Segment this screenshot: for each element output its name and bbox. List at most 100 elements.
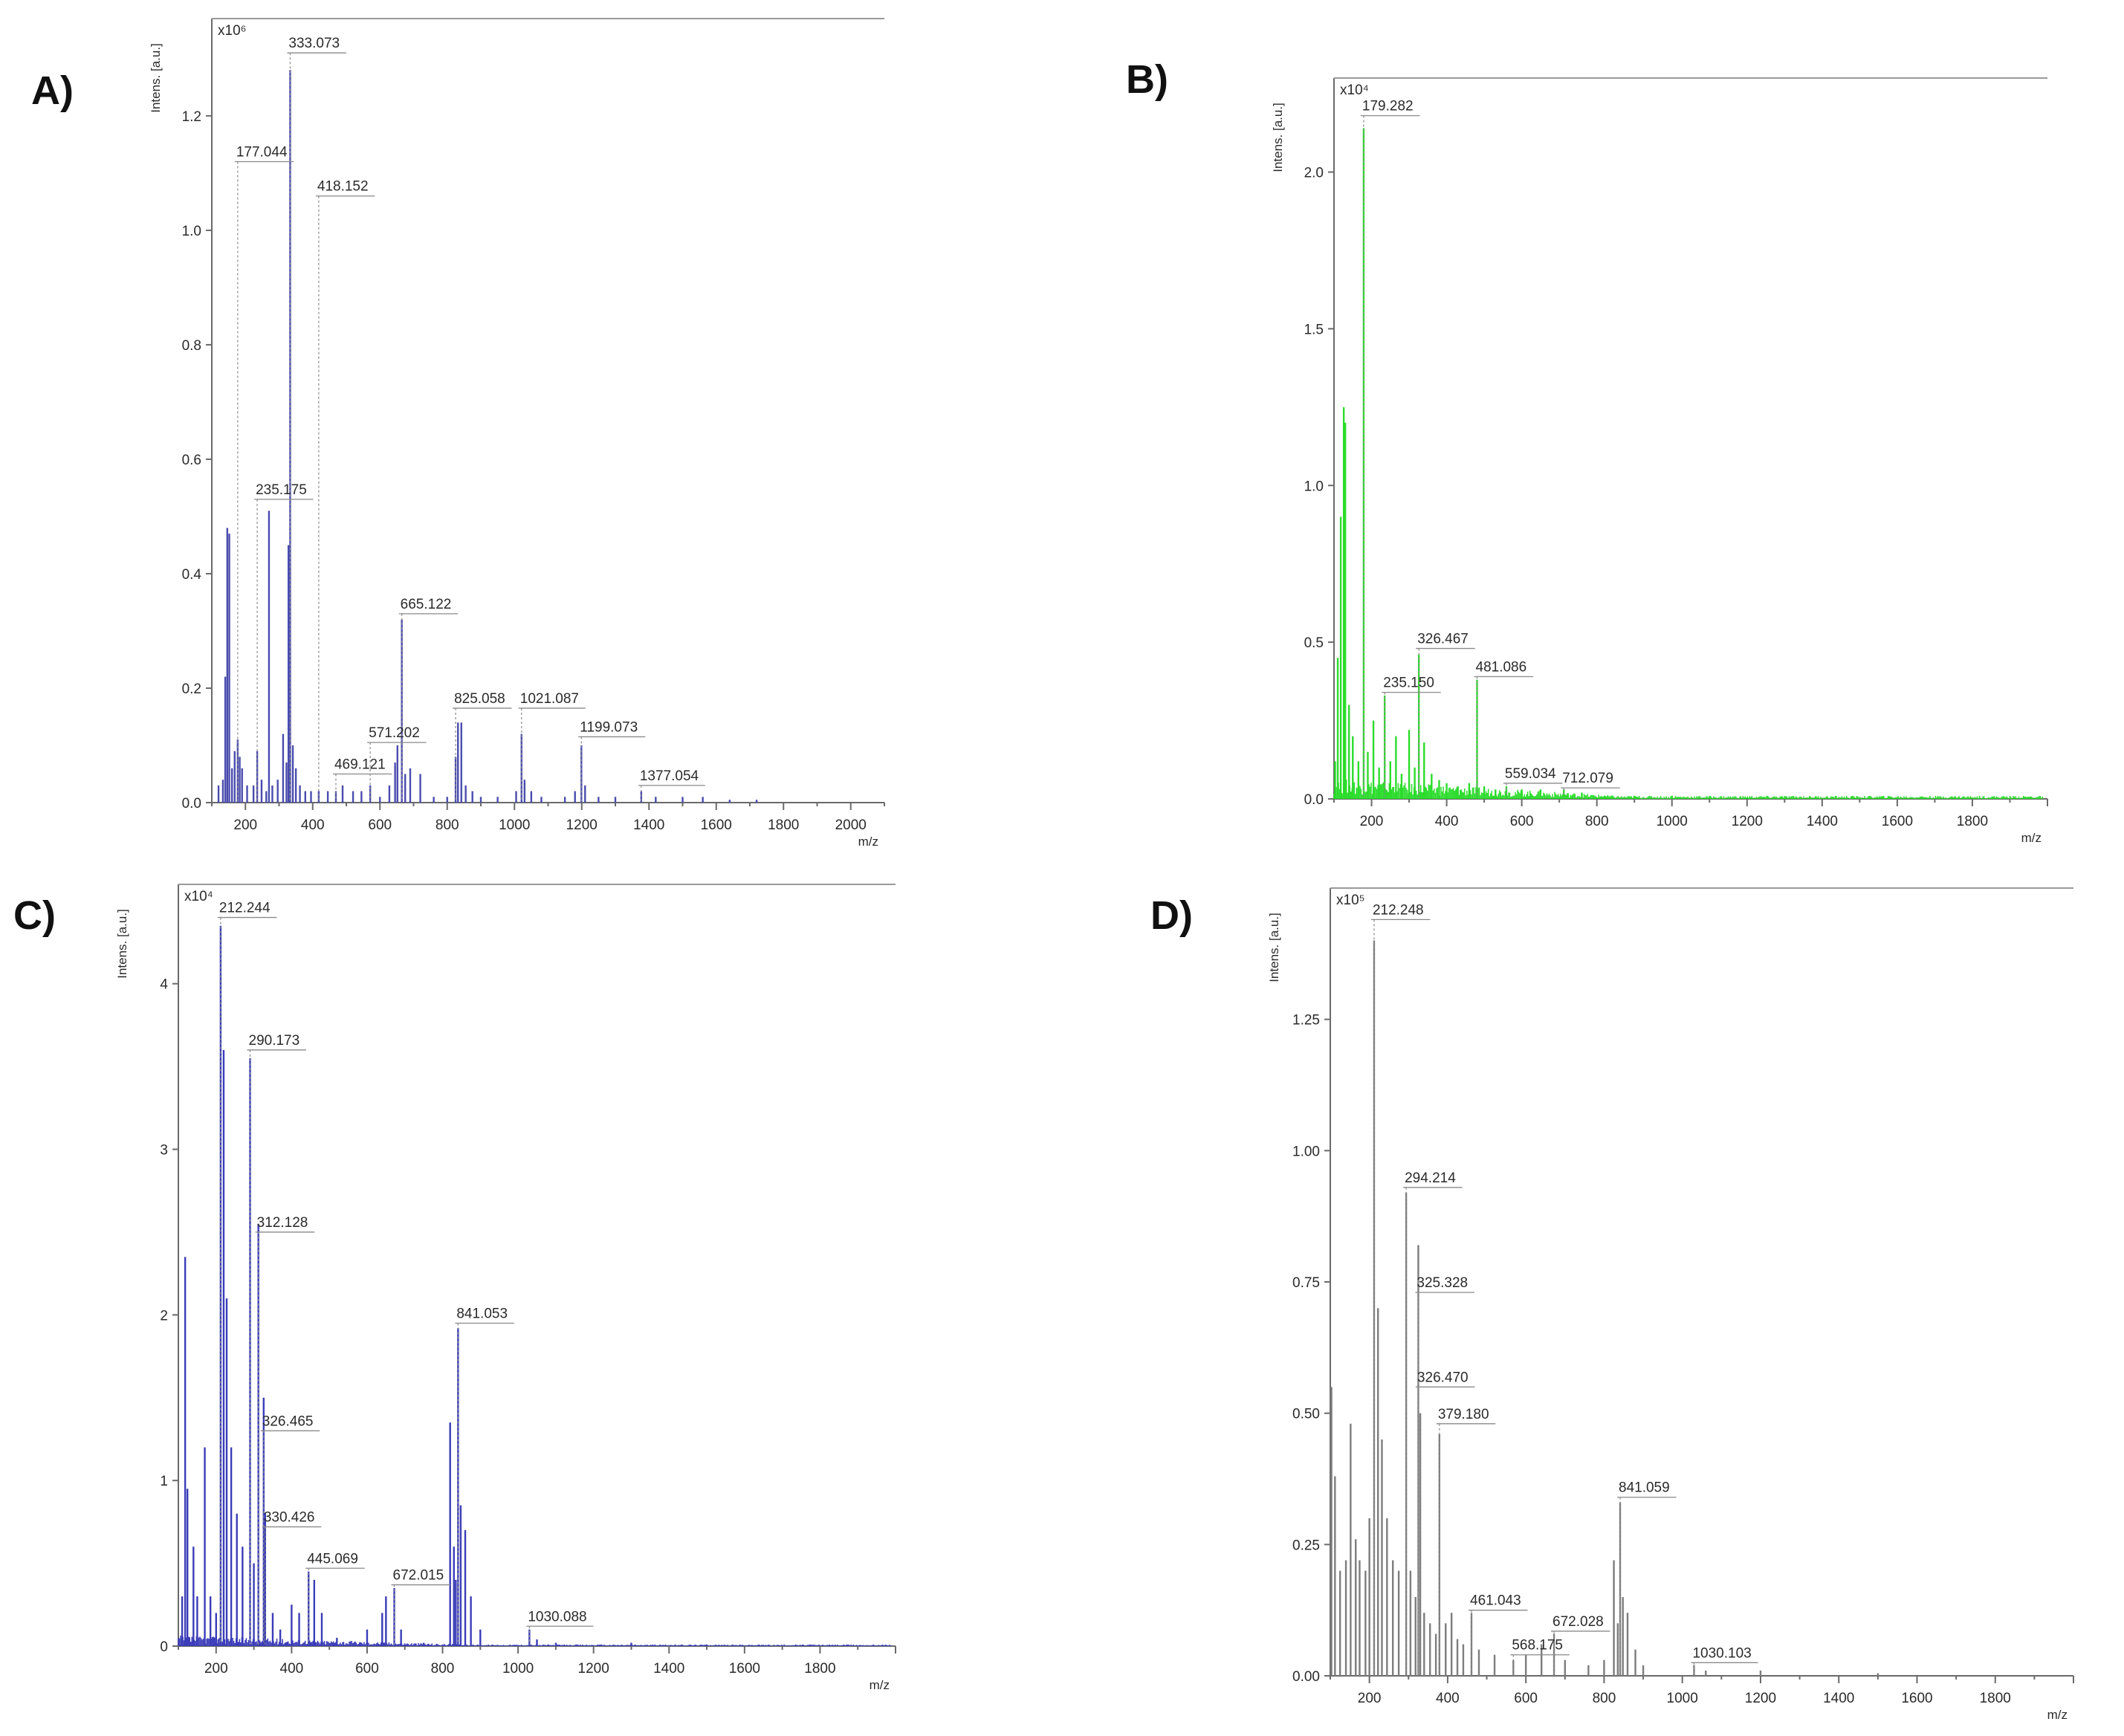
- x-tick-label: 1000: [499, 817, 530, 833]
- panel-label: C): [13, 893, 56, 938]
- peak-label-text: 1377.054: [640, 768, 699, 784]
- y-tick-label: 4: [160, 977, 168, 993]
- peak-label: 1021.087: [518, 691, 586, 801]
- x-tick-label: 200: [1360, 814, 1384, 829]
- x-tick-label: 1200: [1732, 814, 1763, 829]
- peak-label: 559.034: [1503, 766, 1563, 797]
- x-tick-label: 800: [436, 817, 459, 833]
- peak-label: 330.426: [262, 1510, 322, 1645]
- x-tick-label: 400: [1436, 1691, 1460, 1706]
- x-tick-label: 600: [355, 1661, 379, 1677]
- peak-label-text: 333.073: [288, 36, 340, 51]
- peak-label: 712.079: [1561, 771, 1620, 797]
- y-tick-label: 1.2: [182, 109, 201, 125]
- peak-label-text: 445.069: [307, 1551, 358, 1567]
- y-tick-label: 0.0: [1304, 792, 1324, 808]
- x-tick-label: 200: [233, 817, 257, 833]
- peak-label: 326.465: [260, 1413, 320, 1645]
- peak-label-text: 559.034: [1505, 766, 1556, 782]
- y-tick-label: 1.00: [1292, 1144, 1320, 1159]
- peak-label: 326.467: [1416, 632, 1475, 797]
- x-tick-label: 1400: [653, 1661, 684, 1677]
- x-tick-label: 1600: [729, 1661, 760, 1677]
- y-tick-label: 1: [160, 1474, 168, 1489]
- peak-label: 445.069: [305, 1551, 365, 1645]
- peak-label-text: 212.244: [219, 901, 271, 916]
- x-tick-label: 1800: [804, 1661, 835, 1677]
- x-tick-label: 1400: [633, 817, 664, 833]
- y-tick-label: 0.8: [182, 338, 201, 354]
- x-tick-label: 600: [1514, 1691, 1538, 1706]
- y-axis-label: Intens. [a.u.]: [1271, 103, 1285, 172]
- peak-label-text: 179.282: [1362, 99, 1414, 114]
- chart-panel-c: C) Intens. [a.u.] x10⁴ m/z 0 1 2 3 4 200 400 600 800…: [13, 884, 896, 1692]
- x-tick-label: 800: [1593, 1691, 1616, 1706]
- y-scale-factor: x10⁶: [218, 23, 246, 39]
- peak-label: 841.053: [455, 1306, 514, 1645]
- y-scale-factor: x10⁴: [184, 889, 213, 904]
- peak-label-text: 290.173: [249, 1033, 300, 1049]
- peak-label-text: 1030.088: [528, 1609, 586, 1625]
- x-tick-label: 400: [1435, 814, 1459, 829]
- y-axis-label: Intens. [a.u.]: [1267, 913, 1281, 982]
- peak-label: 212.244: [217, 901, 277, 1645]
- peak-label: 179.282: [1360, 99, 1420, 797]
- peak-label: 326.470: [1415, 1370, 1475, 1674]
- x-tick-label: 600: [368, 817, 392, 833]
- x-tick-label: 1600: [1882, 814, 1913, 829]
- x-tick-label: 800: [1585, 814, 1609, 829]
- peak-label-text: 325.328: [1416, 1275, 1468, 1291]
- peak-label: 235.150: [1382, 676, 1441, 797]
- peak-label: 672.015: [391, 1568, 451, 1645]
- panel-label: B): [1126, 57, 1168, 102]
- peak-label-text: 571.202: [369, 725, 420, 741]
- y-tick-label: 0.4: [182, 567, 202, 583]
- x-tick-label: 1000: [1657, 814, 1688, 829]
- peak-label-text: 326.470: [1417, 1370, 1469, 1385]
- x-tick-label: 1800: [1980, 1691, 2011, 1706]
- x-tick-label: 1200: [566, 817, 598, 833]
- peak-label-text: 1021.087: [520, 691, 579, 707]
- peak-label: 418.152: [315, 179, 375, 801]
- peak-label-text: 672.015: [393, 1568, 444, 1584]
- y-tick-label: 1.0: [182, 224, 201, 239]
- x-axis-label: m/z: [858, 835, 878, 849]
- x-tick-label: 1600: [701, 817, 732, 833]
- y-tick-label: 1.25: [1292, 1013, 1320, 1029]
- peak-label-text: 379.180: [1438, 1407, 1489, 1422]
- peak-label-text: 235.150: [1383, 676, 1434, 691]
- y-tick-label: 1.5: [1304, 322, 1324, 337]
- noise-floor: [1333, 779, 2044, 799]
- x-tick-label: 1800: [768, 817, 799, 833]
- x-tick-label: 400: [301, 817, 325, 833]
- x-axis-label: m/z: [870, 1678, 890, 1692]
- peak-label-text: 326.465: [262, 1413, 314, 1429]
- peak-label-text: 330.426: [264, 1510, 315, 1526]
- y-tick-label: 2.0: [1304, 166, 1324, 181]
- peak-label-text: 825.058: [454, 691, 505, 707]
- y-tick-label: 0.0: [182, 796, 201, 812]
- peak-label-text: 1030.103: [1692, 1645, 1751, 1661]
- peak-label-text: 665.122: [401, 597, 452, 612]
- peak-label-text: 841.059: [1619, 1480, 1670, 1496]
- peak-label: 841.059: [1617, 1480, 1677, 1674]
- y-axis-label: Intens. [a.u.]: [149, 43, 163, 113]
- peak-label: 312.128: [255, 1215, 315, 1645]
- peak-label-text: 294.214: [1405, 1170, 1456, 1186]
- peak-label-text: 1199.073: [580, 719, 638, 735]
- peak-label-text: 469.121: [334, 757, 386, 772]
- peak-label-text: 568.175: [1512, 1638, 1563, 1654]
- peak-label: 469.121: [332, 757, 392, 801]
- y-tick-label: 0.00: [1292, 1669, 1320, 1685]
- peak-label-text: 312.128: [257, 1215, 308, 1231]
- peak-label: 1030.088: [526, 1609, 594, 1645]
- y-scale-factor: x10⁴: [1340, 82, 1369, 98]
- x-tick-label: 200: [204, 1661, 228, 1677]
- y-scale-factor: x10⁵: [1336, 893, 1365, 908]
- peak-label: 571.202: [367, 725, 427, 801]
- chart-panel-b: B) Intens. [a.u.] x10⁴ m/z 0.0 0.5 1.0 1.5 2.0 20…: [1126, 57, 2048, 845]
- panel-label: A): [31, 68, 74, 113]
- peak-label-text: 418.152: [317, 179, 369, 195]
- x-axis-label: m/z: [2047, 1708, 2068, 1722]
